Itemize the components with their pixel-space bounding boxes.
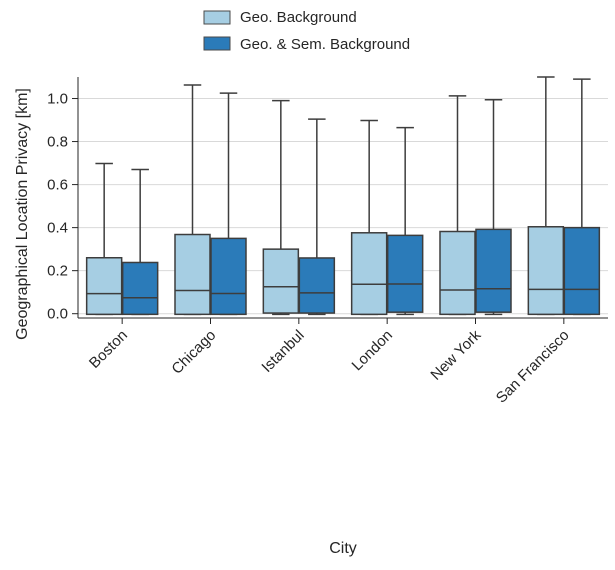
x-tick-label-istanbul: Istanbul xyxy=(258,327,307,376)
iqr-box-boston-geo-background xyxy=(85,257,123,316)
iqr-box-new-york-geo-sem-background xyxy=(475,228,512,313)
box-istanbul-geo-background xyxy=(262,99,300,316)
box-chicago-geo-sem-background xyxy=(210,92,247,316)
iqr-box-new-york-geo-background xyxy=(439,230,476,316)
legend: Geo. Background Geo. & Sem. Background xyxy=(203,9,410,53)
iqr-box-chicago-geo-sem-background xyxy=(210,237,247,316)
axes: 0.0 0.2 0.4 0.6 0.8 1.0 Boston Chicago Istanbul L… xyxy=(47,77,608,407)
y-tick-label-0-8: 0.8 xyxy=(47,134,68,151)
iqr-box-san-francisco-geo-sem-background xyxy=(563,226,601,316)
boxes xyxy=(85,76,601,316)
iqr-box-boston-geo-sem-background xyxy=(121,261,159,316)
x-axis-title: City xyxy=(329,540,357,557)
box-chicago-geo-background xyxy=(174,84,211,316)
y-tick-label-1-0: 1.0 xyxy=(47,91,68,108)
y-tick-label-0-6: 0.6 xyxy=(47,177,68,194)
legend-swatch-geo-sem-background xyxy=(203,36,231,51)
y-tick-label-0-2: 0.2 xyxy=(47,263,68,280)
box-boston-geo-sem-background xyxy=(121,168,159,316)
x-tick-label-chicago: Chicago xyxy=(168,327,219,378)
x-tick-label-boston: Boston xyxy=(86,327,131,372)
x-tick-label-san-francisco: San Francisco xyxy=(493,327,573,407)
legend-swatch-geo-background xyxy=(203,10,231,25)
iqr-box-istanbul-geo-sem-background xyxy=(298,257,336,314)
y-tick-label-0-4: 0.4 xyxy=(47,220,68,237)
box-istanbul-geo-sem-background xyxy=(298,118,336,316)
box-london-geo-sem-background xyxy=(386,126,424,316)
box-new-york-geo-background xyxy=(439,95,476,316)
box-new-york-geo-sem-background xyxy=(475,99,512,316)
legend-label-geo-background: Geo. Background xyxy=(240,9,357,26)
x-tick-label-new-york: New York xyxy=(427,326,484,383)
legend-label-geo-sem-background: Geo. & Sem. Background xyxy=(240,36,410,53)
iqr-box-san-francisco-geo-background xyxy=(527,226,565,316)
box-london-geo-background xyxy=(350,119,388,316)
box-san-francisco-geo-sem-background xyxy=(563,78,601,316)
iqr-box-chicago-geo-background xyxy=(174,233,211,316)
iqr-box-london-geo-background xyxy=(350,232,388,316)
iqr-box-london-geo-sem-background xyxy=(386,234,424,313)
iqr-box-istanbul-geo-background xyxy=(262,248,300,314)
x-tick-label-london: London xyxy=(349,327,396,374)
box-boston-geo-background xyxy=(85,162,123,316)
gridlines xyxy=(78,98,608,315)
y-tick-label-0-0: 0.0 xyxy=(47,306,68,323)
box-san-francisco-geo-background xyxy=(527,76,565,316)
y-axis-title: Geographical Location Privacy [km] xyxy=(14,88,31,340)
